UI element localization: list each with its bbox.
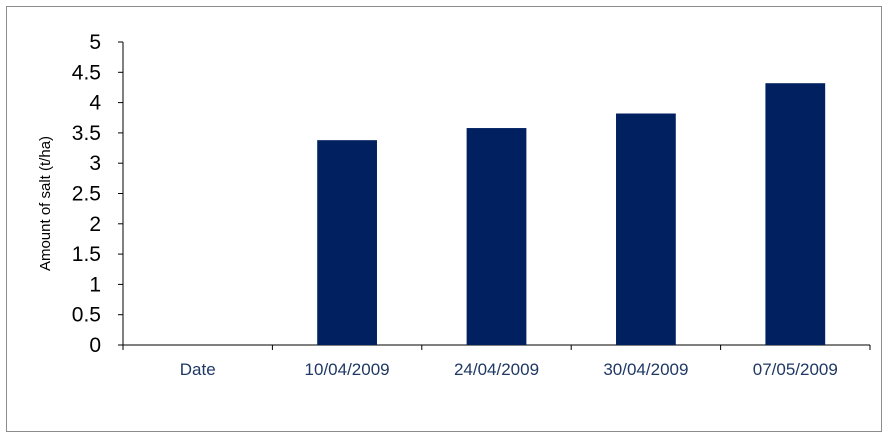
y-tick-label: 0.5: [72, 304, 101, 327]
y-tick-label: 3: [89, 152, 101, 175]
x-category-label: 07/05/2009: [753, 360, 838, 379]
y-axis-ticks: 0 0.5 1 1.5 2 2.5 3 3.5 4 4.5 5: [72, 31, 123, 357]
x-category-label: 30/04/2009: [603, 360, 688, 379]
bars: [317, 83, 826, 346]
y-tick-label: 1.5: [72, 243, 101, 266]
y-tick-label: 4.5: [72, 61, 101, 84]
bar: [765, 83, 826, 345]
bar: [466, 128, 527, 345]
y-tick-label: 3.5: [72, 122, 101, 145]
x-category-label: 10/04/2009: [305, 360, 390, 379]
y-tick-label: 0: [89, 334, 101, 357]
bar: [616, 113, 676, 346]
x-category-label: 24/04/2009: [454, 360, 539, 379]
x-category-label: Date: [180, 360, 216, 379]
y-axis-title: Amount of salt (t/ha): [37, 136, 54, 271]
y-tick-label: 2: [89, 213, 101, 236]
y-tick-label: 5: [89, 31, 101, 54]
y-tick-label: 4: [89, 92, 101, 115]
y-tick-label: 2.5: [72, 183, 101, 206]
x-axis-ticks: Date 10/04/2009 24/04/2009 30/04/2009 07/05/…: [122, 345, 871, 379]
bar: [317, 140, 377, 345]
chart-frame: [6, 6, 882, 432]
y-tick-label: 1: [89, 273, 101, 296]
